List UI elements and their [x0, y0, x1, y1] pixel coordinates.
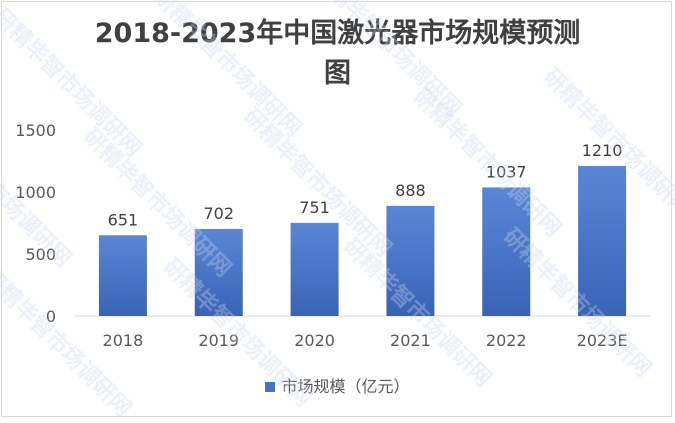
chart-title: 2018-2023年中国激光器市场规模预测 图	[0, 14, 675, 94]
chart-title-line-1: 2018-2023年中国激光器市场规模预测	[94, 18, 581, 49]
x-tick-label-2021: 2021	[390, 331, 431, 350]
bar-2020	[290, 222, 339, 316]
x-tick-label-2020: 2020	[294, 331, 335, 350]
bar-2022	[482, 187, 531, 316]
y-tick-label: 500	[25, 245, 56, 264]
bar-2021	[386, 205, 435, 316]
chart-title-line-2: 图	[324, 58, 351, 89]
x-tick-label-2019: 2019	[198, 331, 239, 350]
data-label-2022: 1037	[486, 162, 527, 181]
bar-2019	[194, 228, 243, 316]
bar-2023E	[578, 165, 627, 316]
chart-frame	[1, 1, 672, 417]
x-tick-label-2023E: 2023E	[577, 331, 628, 350]
y-tick-label: 1500	[15, 121, 56, 140]
legend-swatch	[265, 381, 276, 392]
data-label-2023E: 1210	[582, 141, 623, 160]
data-label-2020: 751	[299, 198, 330, 217]
chart-legend: 市场规模（亿元）	[0, 373, 675, 397]
x-tick-label-2018: 2018	[103, 331, 144, 350]
data-label-2018: 651	[108, 210, 139, 229]
y-tick-label: 1000	[15, 183, 56, 202]
y-tick-label: 0	[46, 307, 56, 326]
bar-2018	[98, 235, 147, 316]
data-label-2021: 888	[395, 181, 426, 200]
x-tick-label-2022: 2022	[486, 331, 527, 350]
legend-label: 市场规模（亿元）	[281, 377, 410, 396]
data-label-2019: 702	[203, 204, 234, 223]
